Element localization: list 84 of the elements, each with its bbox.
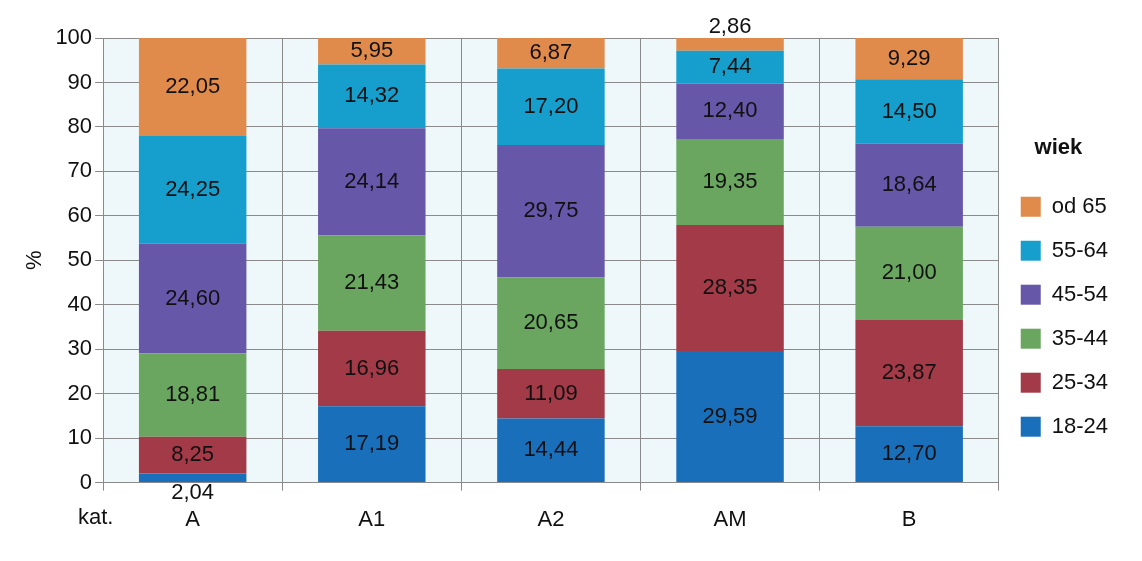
data-label: 14,44 bbox=[523, 436, 579, 462]
y-tick-label: 70 bbox=[67, 157, 93, 183]
data-label: 14,32 bbox=[344, 82, 400, 108]
y-axis-title: % bbox=[21, 250, 47, 271]
data-label: 17,19 bbox=[344, 430, 400, 456]
data-label: 29,59 bbox=[702, 402, 758, 428]
x-tick-label: A1 bbox=[358, 505, 386, 531]
x-tick-label: AM bbox=[713, 505, 747, 531]
bar bbox=[497, 418, 605, 483]
data-label: 20,65 bbox=[523, 309, 579, 335]
y-tick-label: 20 bbox=[67, 379, 93, 405]
data-label: 22,05 bbox=[165, 73, 221, 99]
bar bbox=[138, 353, 247, 437]
y-tick-label: 40 bbox=[67, 290, 93, 316]
bar bbox=[318, 128, 426, 236]
bar bbox=[318, 235, 426, 331]
data-label: 24,25 bbox=[165, 176, 221, 201]
y-tick-label: 0 bbox=[79, 468, 93, 494]
y-tick-label: 30 bbox=[67, 335, 93, 361]
data-label: 24,60 bbox=[165, 284, 221, 310]
bar bbox=[855, 226, 963, 321]
bar bbox=[318, 64, 426, 129]
data-label: 16,96 bbox=[344, 354, 400, 380]
data-label: 2,86 bbox=[708, 13, 752, 39]
bar bbox=[138, 436, 247, 474]
bar bbox=[676, 38, 784, 51]
bar bbox=[676, 225, 784, 352]
legend-title: wiek bbox=[1033, 134, 1083, 160]
data-label: 11,09 bbox=[524, 379, 578, 405]
legend-label: 18-24 bbox=[1051, 412, 1109, 438]
legend-label: 45-54 bbox=[1051, 280, 1109, 306]
y-tick-label: 90 bbox=[67, 68, 93, 94]
data-label: 5,95 bbox=[350, 37, 394, 63]
bar bbox=[676, 50, 784, 84]
x-tick-label: A bbox=[185, 505, 201, 531]
y-tick-label: 10 bbox=[67, 424, 93, 450]
y-tick-label: 50 bbox=[67, 246, 93, 272]
bar bbox=[497, 277, 605, 370]
legend-label: 55-64 bbox=[1051, 236, 1109, 262]
y-tick-label: 100 bbox=[55, 24, 93, 50]
x-axis-title: kat. bbox=[78, 503, 114, 529]
legend-label: 35-44 bbox=[1051, 324, 1109, 350]
bar bbox=[676, 351, 784, 483]
bar bbox=[676, 138, 784, 225]
data-label: 12,40 bbox=[702, 97, 758, 123]
bar bbox=[318, 330, 426, 407]
bar bbox=[138, 473, 247, 483]
x-tick-label: A2 bbox=[537, 505, 565, 531]
bar bbox=[855, 79, 963, 144]
bar bbox=[855, 320, 963, 427]
data-label: 7,44 bbox=[708, 53, 752, 79]
data-label: 18,64 bbox=[881, 171, 937, 197]
bar bbox=[138, 243, 247, 354]
legend-label: od 65 bbox=[1051, 192, 1107, 218]
bar bbox=[855, 143, 963, 227]
bar bbox=[497, 68, 605, 146]
legend-label: 25-34 bbox=[1051, 368, 1109, 394]
bar bbox=[318, 406, 426, 483]
data-label: 21,00 bbox=[881, 259, 937, 285]
x-tick-label: B bbox=[901, 505, 917, 531]
data-label: 18,81 bbox=[165, 381, 221, 407]
data-label: 9,29 bbox=[887, 44, 931, 70]
data-label: 6,87 bbox=[529, 39, 573, 65]
data-label: 12,70 bbox=[881, 440, 937, 466]
data-label: 24,14 bbox=[344, 167, 400, 193]
data-label: 21,43 bbox=[344, 269, 400, 295]
bar bbox=[138, 136, 247, 244]
data-label: 8,25 bbox=[171, 441, 215, 467]
bar bbox=[497, 369, 605, 419]
bar bbox=[497, 145, 605, 278]
y-tick-label: 80 bbox=[67, 112, 93, 138]
data-label: 28,35 bbox=[702, 274, 758, 300]
data-label: 14,50 bbox=[881, 97, 937, 123]
bar bbox=[855, 426, 963, 483]
bar bbox=[855, 38, 963, 80]
bar bbox=[497, 38, 605, 69]
bar bbox=[676, 83, 784, 139]
y-tick-label: 60 bbox=[67, 201, 93, 227]
bar bbox=[138, 38, 247, 137]
data-label: 17,20 bbox=[523, 92, 579, 118]
data-label: 23,87 bbox=[881, 359, 937, 385]
data-label: 29,75 bbox=[523, 197, 579, 223]
data-label: 2,04 bbox=[171, 479, 215, 505]
data-label: 19,35 bbox=[702, 168, 758, 194]
